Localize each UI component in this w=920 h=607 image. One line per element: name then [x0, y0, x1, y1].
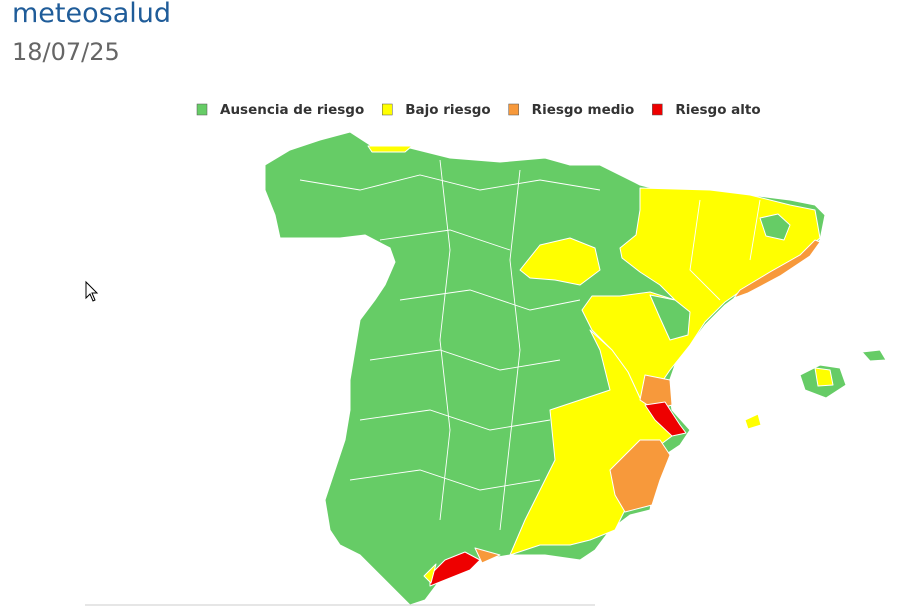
- legend-swatch: [508, 103, 519, 116]
- region: [644, 401, 687, 437]
- legend-swatch: [196, 103, 208, 116]
- region: [367, 145, 413, 153]
- region: [609, 439, 671, 513]
- region: [474, 547, 501, 564]
- legend-swatch: [652, 103, 663, 116]
- title: meteosalud: [12, 0, 171, 29]
- region: [744, 413, 762, 430]
- legend-label: Bajo riesgo: [405, 102, 490, 118]
- legend-label: Riesgo medio: [532, 102, 635, 118]
- legend: Ausencia de riesgo Bajo riesgo Riesgo medi…: [196, 102, 761, 118]
- legend-label: Ausencia de riesgo: [220, 102, 364, 118]
- legend-label: Riesgo alto: [675, 102, 760, 118]
- legend-item[interactable]: Bajo riesgo: [382, 102, 491, 118]
- region: [429, 551, 481, 587]
- legend-item[interactable]: Riesgo alto: [652, 102, 761, 118]
- region: [759, 213, 791, 241]
- region: [423, 563, 437, 584]
- date: 18/07/25: [12, 38, 120, 66]
- spain-map: [264, 131, 887, 606]
- legend-swatch: [382, 103, 393, 116]
- cursor: [85, 280, 99, 302]
- legend-item[interactable]: Ausencia de riesgo: [196, 102, 364, 118]
- region: [861, 349, 887, 362]
- region: [733, 239, 821, 299]
- region: [649, 294, 691, 341]
- region-border: [299, 159, 761, 531]
- legend-item[interactable]: Riesgo medio: [508, 102, 635, 118]
- region: [814, 367, 834, 387]
- region: [519, 237, 601, 286]
